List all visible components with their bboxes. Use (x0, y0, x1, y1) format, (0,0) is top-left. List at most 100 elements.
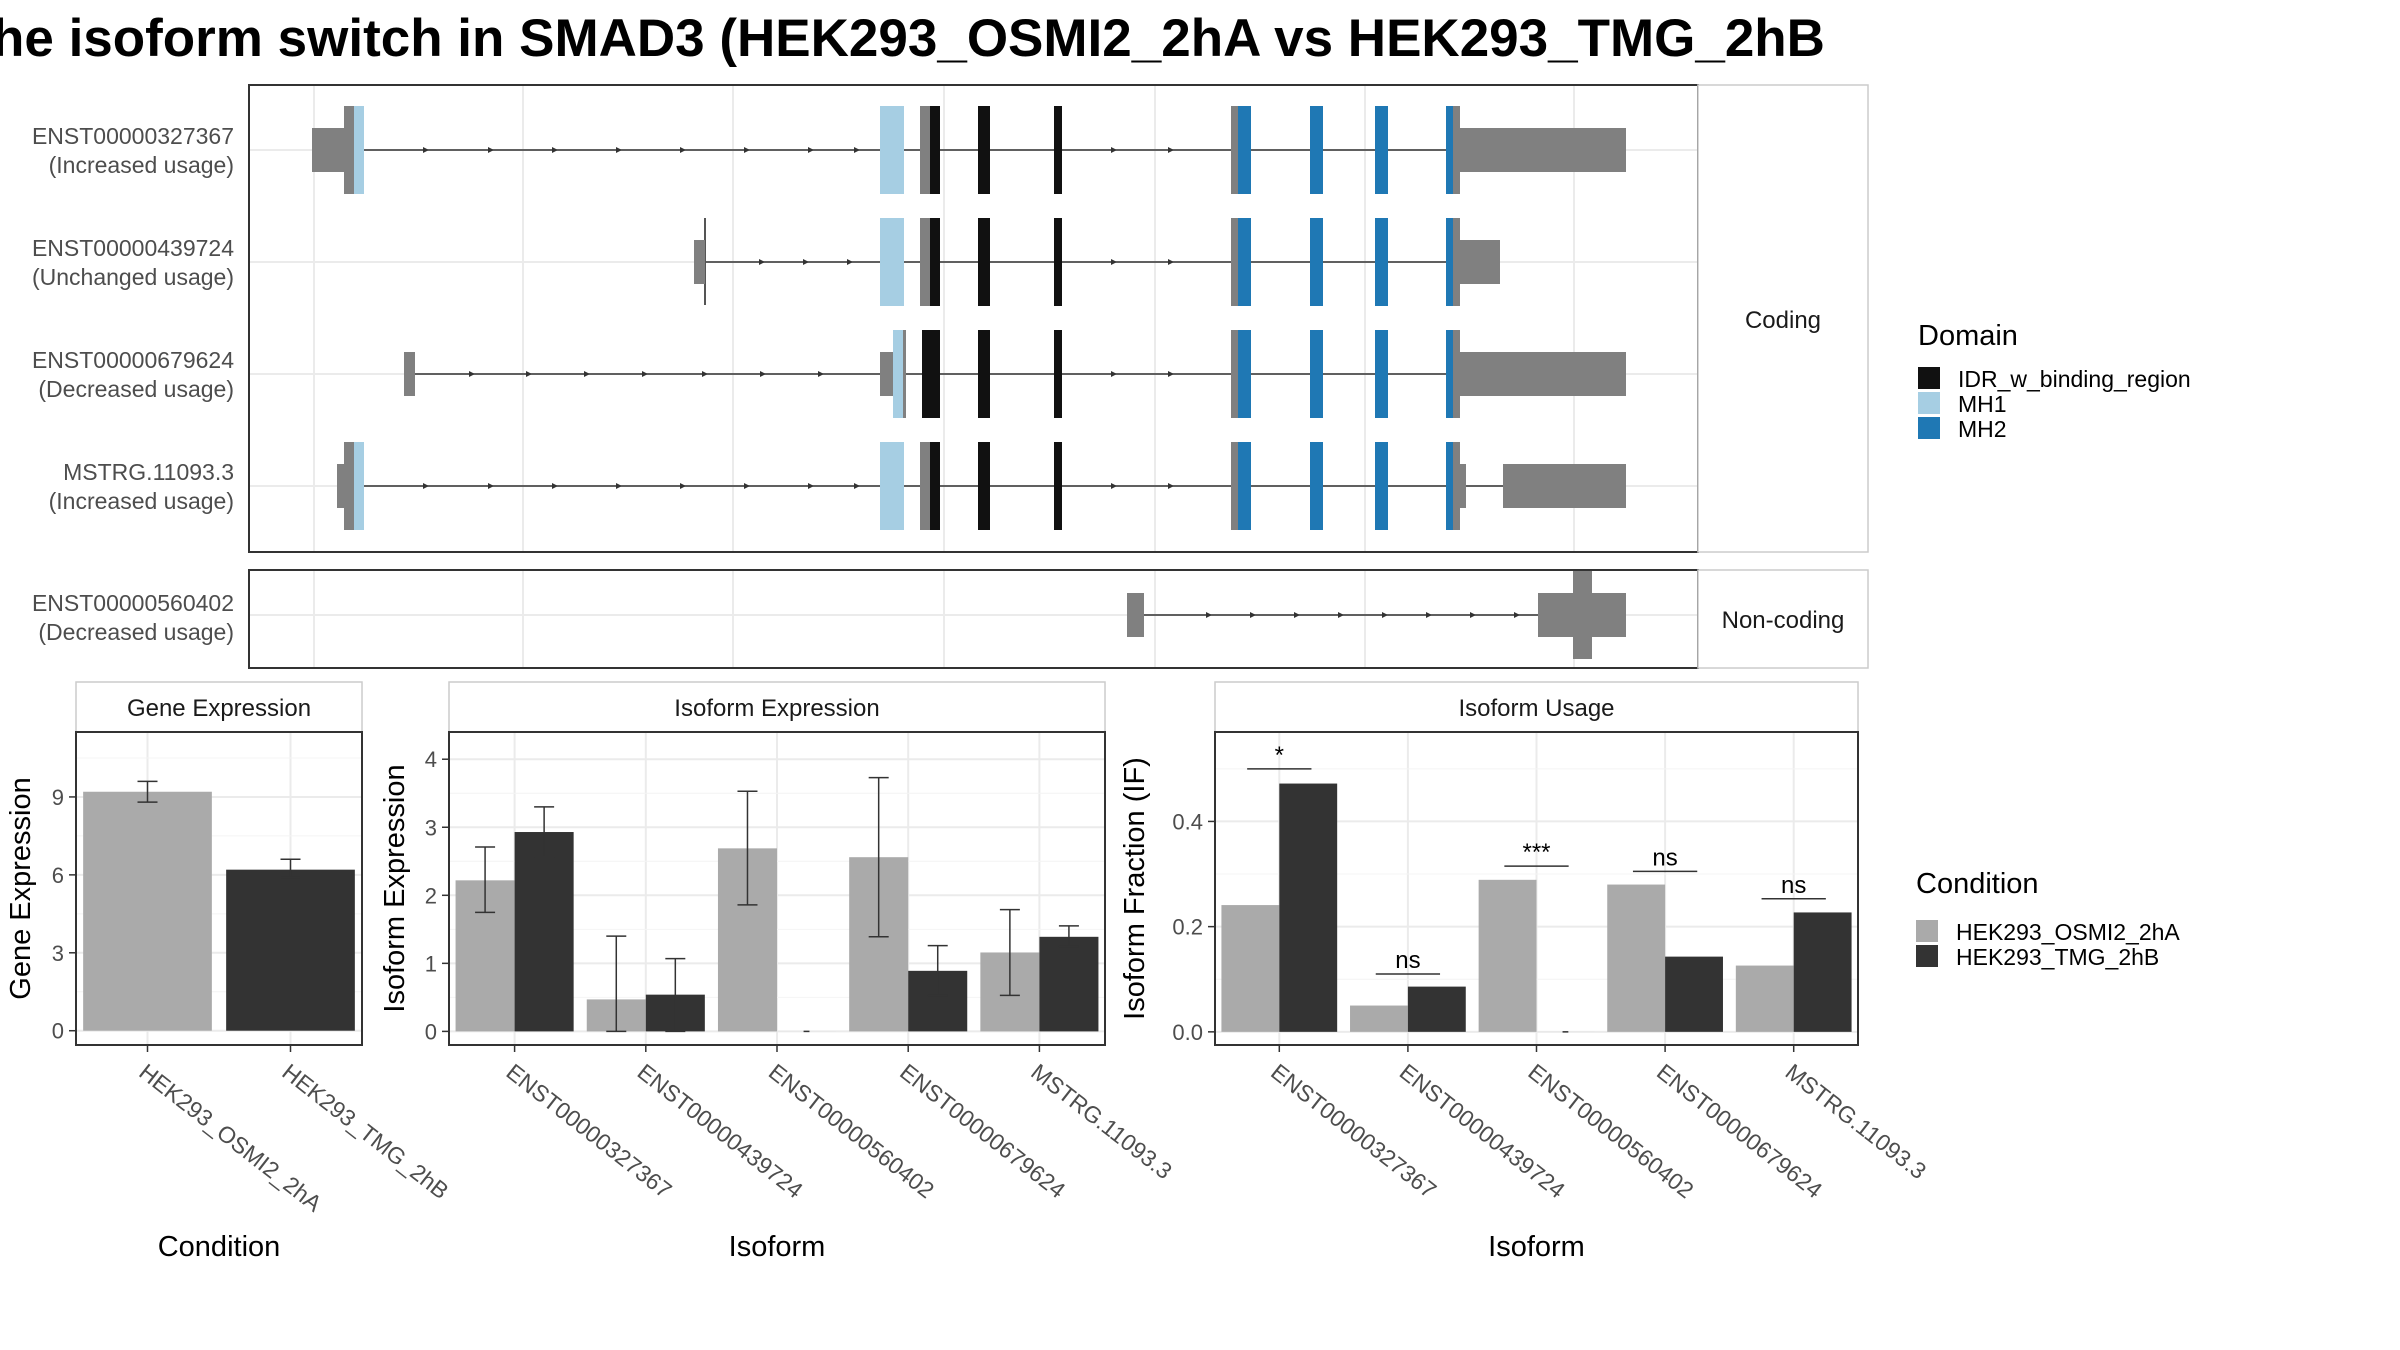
cds-exon (920, 442, 930, 530)
bar (1221, 905, 1280, 1032)
y-tick-label: 0.4 (1172, 809, 1203, 834)
panel-strip (75, 681, 363, 733)
cds-exon (1453, 330, 1460, 418)
strand-arrow (818, 371, 824, 377)
utr-exon (404, 352, 415, 396)
strand-arrow (1111, 483, 1117, 489)
strand-arrow (526, 371, 532, 377)
strand-arrow (423, 483, 429, 489)
y-tick-label: 3 (52, 941, 64, 966)
strand-arrow (1111, 371, 1117, 377)
mh2-domain (1375, 106, 1388, 194)
strand-arrow (616, 147, 622, 153)
transcript-usage-label: (Decreased usage) (38, 619, 234, 645)
strand-arrow (808, 147, 814, 153)
utr-exon (337, 464, 344, 508)
y-tick-label: 0.0 (1172, 1020, 1203, 1045)
strand-arrow (854, 483, 860, 489)
strand-arrow (488, 483, 494, 489)
strand-arrow (469, 371, 475, 377)
bar (1607, 884, 1666, 1032)
cds-exon (920, 218, 930, 306)
utr-exon (880, 352, 893, 396)
strand-arrow (552, 147, 558, 153)
bar (226, 869, 355, 1031)
y-tick-label: 0 (425, 1019, 437, 1044)
idr-domain (1054, 218, 1062, 306)
strand-arrow (759, 259, 765, 265)
isoform-usage-chart: Isoform Usage0.00.20.4ENST00000327367ENS… (1119, 681, 1931, 1263)
cds-exon (344, 442, 354, 530)
condition-legend-title: Condition (1916, 868, 2039, 900)
mh2-domain (1310, 218, 1323, 306)
utr-exon (312, 128, 344, 172)
strand-arrow (1168, 147, 1174, 153)
strand-arrow (680, 147, 686, 153)
cds-exon (1231, 442, 1238, 530)
idr-domain (922, 330, 940, 418)
legend-key-mh2 (1918, 417, 1940, 439)
panel-title: Isoform Expression (674, 695, 879, 722)
bar (1407, 986, 1466, 1032)
idr-domain (978, 442, 990, 530)
mh1-domain (880, 106, 904, 194)
domain-legend-title: Domain (1918, 320, 2018, 352)
idr-domain (1054, 442, 1062, 530)
cds-exon (903, 330, 906, 418)
mh2-domain (1238, 106, 1251, 194)
y-axis-title: Isoform Expression (379, 764, 411, 1012)
strand-arrow (642, 371, 648, 377)
panel-strip (448, 681, 1106, 733)
mh2-domain (1310, 330, 1323, 418)
idr-domain (1054, 106, 1062, 194)
strand-arrow (744, 483, 750, 489)
cds-exon (1453, 106, 1460, 194)
y-tick-label: 0.2 (1172, 915, 1203, 940)
mh2-domain (1446, 442, 1453, 530)
legend-label-condition-b: HEK293_TMG_2hB (1956, 944, 2159, 970)
cds-exon (920, 106, 930, 194)
strand-arrow (1168, 483, 1174, 489)
noncoding-strip (1697, 569, 1869, 669)
strand-arrow (803, 259, 809, 265)
strand-arrow (1338, 612, 1344, 618)
noncoding-strip-label: Non-coding (1722, 607, 1845, 634)
y-axis-title: Isoform Fraction (IF) (1119, 757, 1151, 1020)
strand-arrow (423, 147, 429, 153)
legend-key-condition-b (1916, 945, 1938, 967)
y-tick-label: 3 (425, 815, 437, 840)
utr-exon (1460, 128, 1626, 172)
strand-arrow (1470, 612, 1476, 618)
utr-exon (694, 240, 705, 284)
mh2-domain (1375, 218, 1388, 306)
bar (1793, 912, 1852, 1032)
coding-strip-label: Coding (1745, 307, 1821, 334)
legend-key-condition-a (1916, 920, 1938, 942)
significance-label: ns (1395, 947, 1420, 974)
cds-exon (1231, 330, 1238, 418)
y-tick-label: 6 (52, 863, 64, 888)
strand-arrow (680, 483, 686, 489)
mh2-domain (1375, 330, 1388, 418)
bar (1478, 879, 1537, 1032)
mh1-domain (880, 442, 904, 530)
bar (1735, 965, 1794, 1032)
significance-label: *** (1522, 839, 1550, 866)
cds-exon (344, 106, 354, 194)
strand-arrow (1382, 612, 1388, 618)
strand-arrow (1514, 612, 1520, 618)
strand-arrow (702, 371, 708, 377)
transcript-usage-label: (Decreased usage) (38, 376, 234, 402)
idr-domain (978, 106, 990, 194)
noncoding-structure-panel (248, 569, 1699, 669)
significance-label: ns (1781, 872, 1806, 899)
strand-arrow (1250, 612, 1256, 618)
strand-arrow (760, 371, 766, 377)
utr-exon (1460, 240, 1500, 284)
strand-arrow (488, 147, 494, 153)
idr-domain (1054, 330, 1062, 418)
bar (83, 791, 212, 1031)
mh2-domain (1238, 442, 1251, 530)
mh2-domain (1238, 218, 1251, 306)
strand-arrow (1111, 259, 1117, 265)
